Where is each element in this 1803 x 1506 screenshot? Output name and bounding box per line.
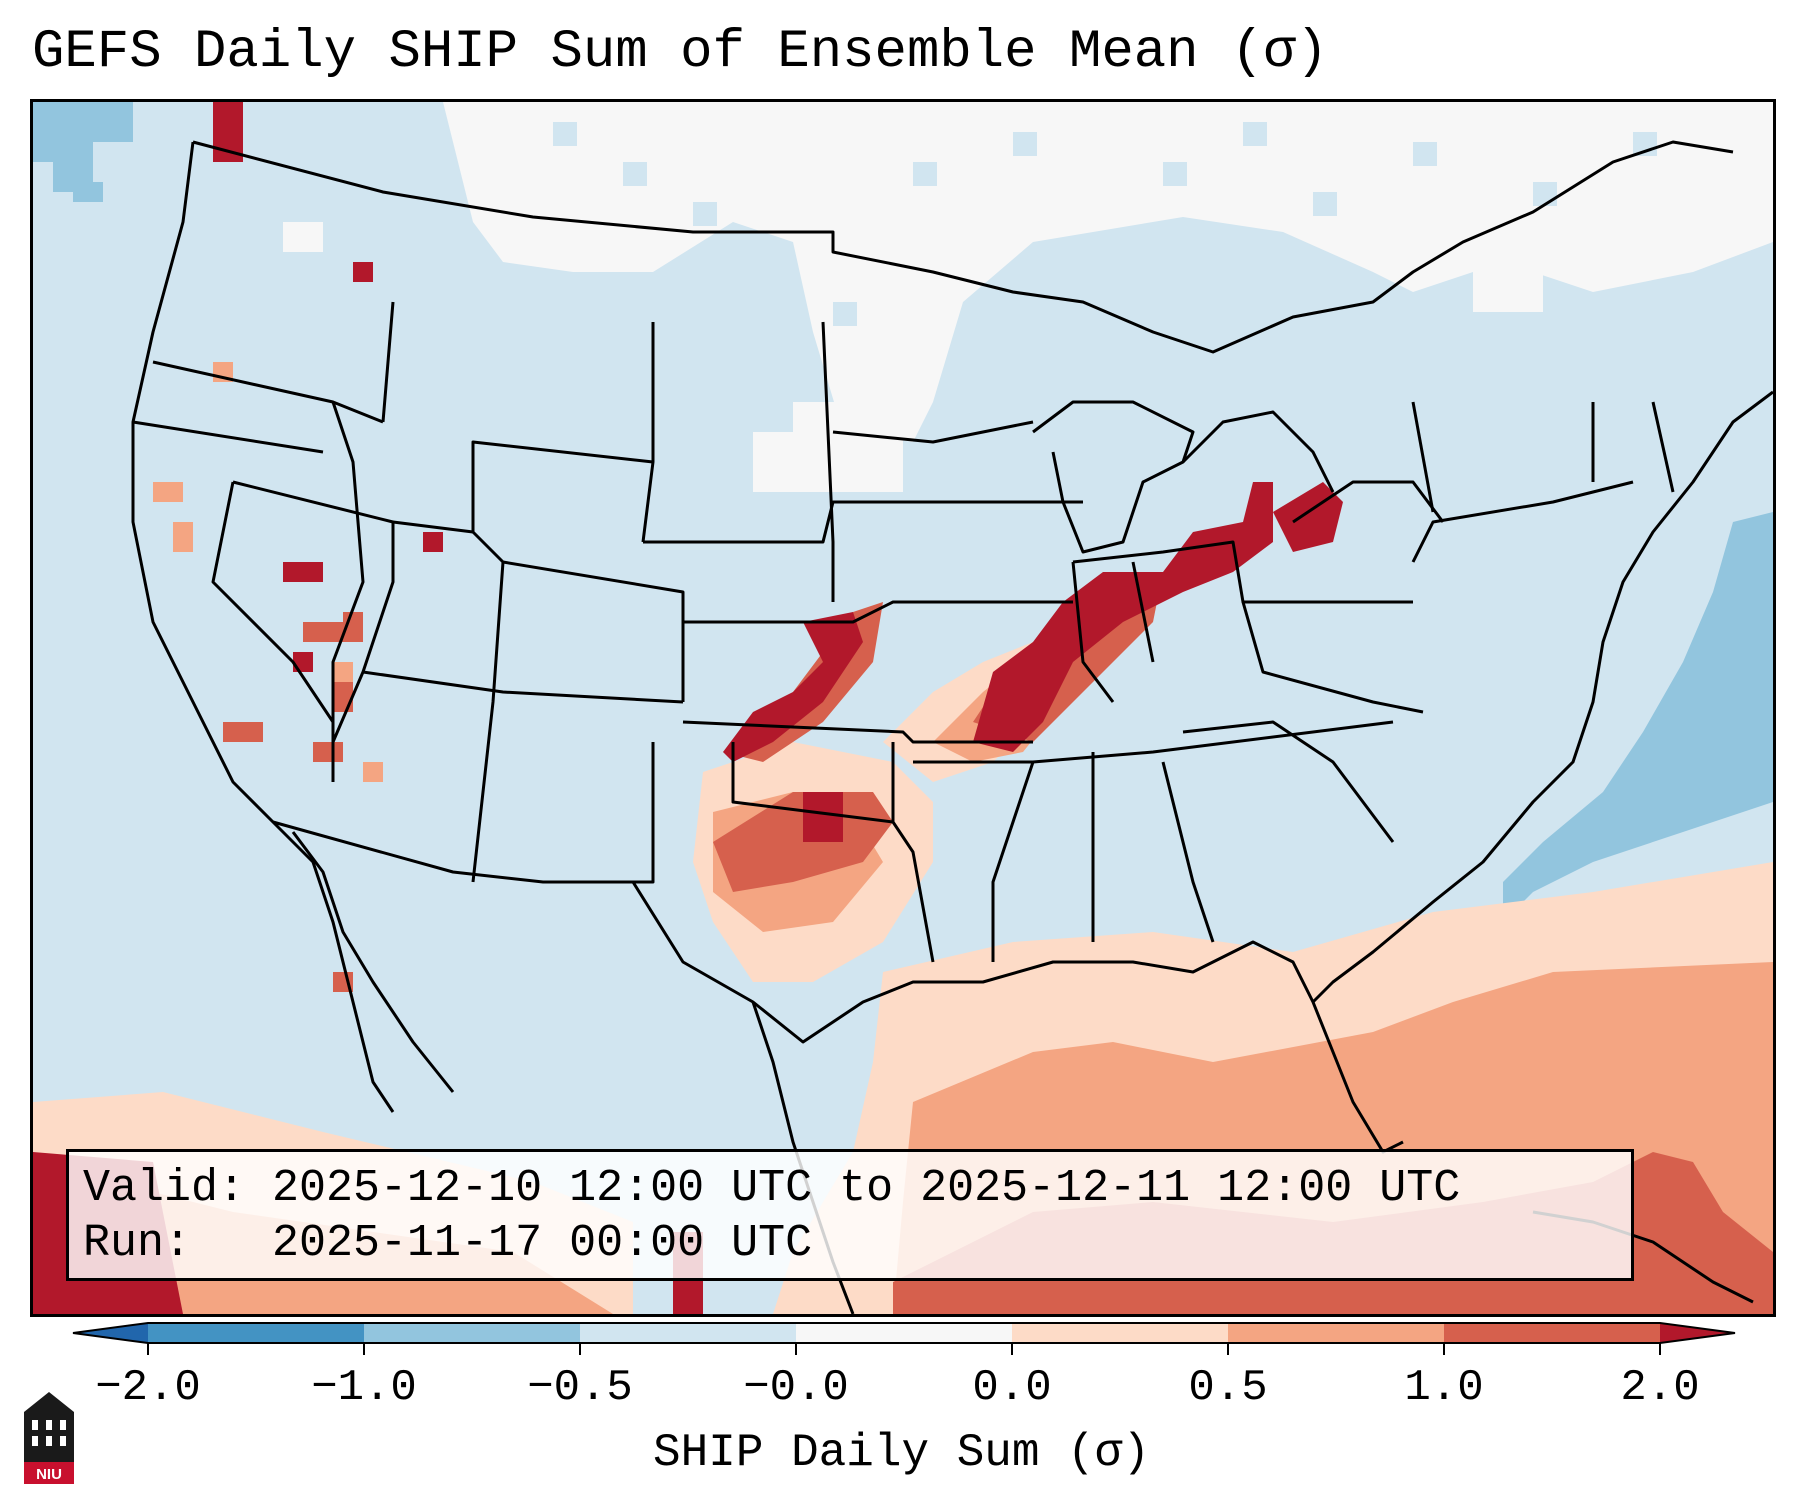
colorbar-bin [1444, 1323, 1661, 1343]
field-oklahoma-max [803, 792, 843, 842]
logo-text: NIU [36, 1466, 62, 1483]
valid-time-text: Valid: 2025-12-10 12:00 UTC to 2025-12-1… [83, 1163, 1461, 1214]
colorbar-tick-label: 0.5 [1188, 1363, 1268, 1413]
colorbar-tick-label: −0.0 [743, 1363, 849, 1413]
run-time-text: Run: 2025-11-17 00:00 UTC [83, 1218, 813, 1269]
logo-banner [24, 1462, 74, 1484]
colorbar-bin [364, 1323, 581, 1343]
field-west-pixels [153, 102, 443, 992]
colorbar-bin [1228, 1323, 1445, 1343]
colorbar-under-arrow [73, 1323, 148, 1343]
colorbar-tick-label: −0.5 [527, 1363, 633, 1413]
field-ohio-valley-max [973, 482, 1273, 752]
colorbar-label: SHIP Daily Sum (σ) [653, 1427, 1150, 1479]
map-canvas[interactable] [33, 102, 1773, 1314]
colorbar-bin [148, 1323, 365, 1343]
map-panel[interactable] [30, 99, 1776, 1317]
niu-logo: NIU [24, 1392, 74, 1484]
colorbar-bin [580, 1323, 797, 1343]
colorbar [72, 1322, 1736, 1355]
valid-run-info-box: Valid: 2025-12-10 12:00 UTC to 2025-12-1… [66, 1149, 1634, 1281]
colorbar-tick-label: 0.0 [972, 1363, 1052, 1413]
colorbar-over-arrow [1660, 1323, 1735, 1343]
colorbar-bin [796, 1323, 1013, 1343]
boundary-lines [131, 140, 1773, 1314]
field-negative-pixels [33, 102, 133, 202]
field-atlantic-negative [1503, 512, 1773, 922]
colorbar-tick-label: −2.0 [95, 1363, 201, 1413]
colorbar-tick-label: 1.0 [1404, 1363, 1484, 1413]
colorbar-tick-label: −1.0 [311, 1363, 417, 1413]
colorbar-tick-label: 2.0 [1620, 1363, 1700, 1413]
map-title: GEFS Daily SHIP Sum of Ensemble Mean (σ) [32, 22, 1329, 83]
field-sparse-pixels [553, 122, 1657, 326]
colorbar-bin [1012, 1323, 1229, 1343]
field-near-zero [283, 102, 1773, 492]
